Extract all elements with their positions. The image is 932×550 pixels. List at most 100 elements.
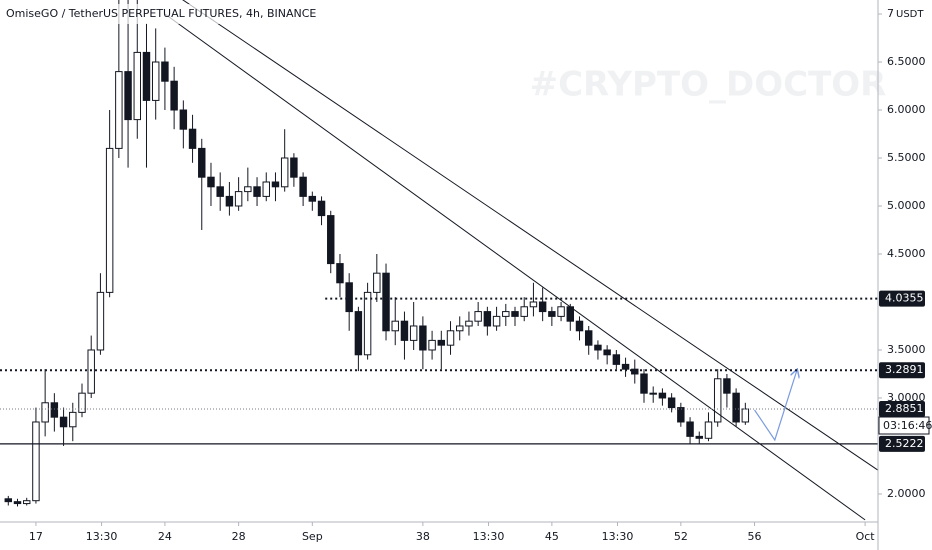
candle-body [557,306,565,317]
countdown-box [878,416,930,435]
watermark: #CRYPTO_DOCTOR [530,65,887,105]
candle-body [446,330,455,346]
candle-body [13,501,22,505]
candle-body [170,80,178,111]
candle-body [271,181,280,188]
x-tick-label: 38 [416,530,430,543]
candle-body [456,325,464,332]
candle-body [161,61,169,82]
candle-body [115,71,123,149]
candle-body [105,147,114,293]
candle-body [133,51,141,121]
x-tick-label: 52 [674,530,688,543]
candle-body [741,408,750,423]
candle-body [391,320,399,332]
trend-line [182,0,878,471]
candle-body [520,306,528,317]
candle-body [649,392,657,395]
y-tick-label: 7 [887,7,894,20]
candle-body [612,354,621,365]
price-tag-label: 2.8851 [885,402,924,415]
candle-body [308,195,317,202]
candle-body [96,291,105,351]
y-tick-label: 6.5000 [887,55,926,68]
candle-body [363,291,372,356]
candle-body [41,402,49,423]
candle-body [87,349,95,394]
x-tick-label: 24 [158,530,172,543]
y-tick-label: 2.0000 [887,487,926,500]
candle-body [502,311,510,317]
candle-body [465,320,473,327]
price-tag [879,362,925,379]
price-tag-label: 3.2891 [885,363,924,376]
candle-body [59,416,68,428]
candle-body [419,325,427,351]
x-tick-label: 13:30 [602,530,634,543]
candle-body [225,195,234,207]
candle-body [538,301,547,313]
candle-body [142,51,151,101]
x-tick-label: 56 [748,530,762,543]
candle-body [409,325,418,341]
candle-body [492,315,501,327]
price-tag [879,401,925,418]
y-tick-label: 3.5000 [887,343,926,356]
x-tick-label: 28 [232,530,246,543]
candle-body [584,330,593,346]
candle-body [188,128,197,149]
candle-body [262,181,270,197]
candle-body [511,311,519,317]
chart-title: OmiseGO / TetherUS PERPETUAL FUTURES, 4h… [6,7,316,20]
candle-body [437,339,446,346]
candle-body [548,311,556,317]
candle-body [78,392,86,413]
price-tag [879,435,925,452]
candle-body [354,311,363,356]
candle-body [244,186,252,193]
candle-body [686,421,694,437]
price-tag [879,290,925,307]
candle-body [658,392,667,399]
candle-body [327,215,335,265]
candle-body [594,344,602,351]
candle-body [336,263,344,284]
title-bg [0,4,262,24]
candle-body [603,349,611,356]
candle-body [621,363,630,370]
trend-line [164,13,866,521]
candle-body [317,200,326,217]
x-tick-label: 17 [29,530,43,543]
candle-body [299,176,307,197]
candle-body [198,147,206,178]
y-tick-label: 4.5000 [887,247,926,260]
candle-body [179,109,188,130]
candle-body [704,421,713,439]
currency: USDT [896,9,924,20]
candle-body [732,392,740,423]
candle-body [345,282,353,313]
candle-body [50,402,59,418]
candle-body [575,320,584,332]
candle-body [382,272,390,332]
countdown: 03:16:46 [883,419,932,432]
candle-body [253,186,261,197]
candle-body [207,176,215,188]
candle-body [151,61,160,101]
candle-body [400,320,409,341]
candle-body [428,339,436,351]
candle-body [69,411,77,428]
x-tick-label: 13:30 [473,530,505,543]
x-tick-label: Oct [856,530,876,543]
projection-arrow [754,370,797,442]
candle-body [22,500,31,505]
candle-body [529,301,538,308]
candle-body [677,407,685,423]
candle-body [474,311,482,322]
candle-body [4,498,13,503]
y-tick-label: 5.0000 [887,199,926,212]
x-tick-label: 45 [545,530,559,543]
candle-body [290,157,298,178]
candle-body [234,191,243,207]
